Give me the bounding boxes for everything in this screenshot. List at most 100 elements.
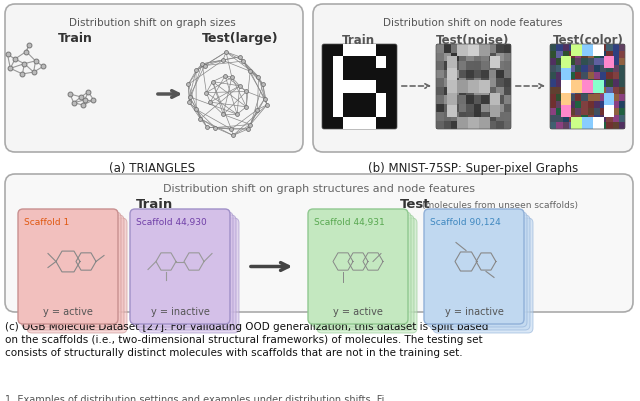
Bar <box>593 81 604 93</box>
Bar <box>436 96 444 104</box>
Text: y = inactive: y = inactive <box>445 306 504 316</box>
Bar <box>444 113 451 121</box>
Bar <box>550 109 556 115</box>
Bar <box>436 70 444 79</box>
Bar <box>581 109 588 115</box>
Bar <box>575 101 581 109</box>
Bar <box>481 87 488 96</box>
FancyBboxPatch shape <box>24 215 124 330</box>
Bar <box>569 52 575 59</box>
Bar <box>594 115 600 123</box>
Bar <box>436 104 444 113</box>
Bar <box>575 123 581 130</box>
Bar <box>600 45 606 52</box>
Bar <box>556 115 563 123</box>
Text: 1  Examples of distribution settings and examples under distribution shifts. Fi.: 1 Examples of distribution settings and … <box>5 394 394 401</box>
FancyBboxPatch shape <box>317 219 417 333</box>
Bar <box>550 87 556 94</box>
Bar <box>619 109 625 115</box>
Bar <box>606 87 612 94</box>
Bar <box>436 121 444 130</box>
Bar <box>376 105 387 117</box>
Bar <box>504 96 511 104</box>
Bar <box>458 70 466 79</box>
Bar <box>466 70 474 79</box>
Text: consists of structurally distinct molecules with scaffolds that are not in the t: consists of structurally distinct molecu… <box>5 347 463 357</box>
Bar <box>556 87 563 94</box>
Bar <box>556 80 563 87</box>
Bar <box>575 52 581 59</box>
Bar <box>481 121 488 130</box>
Bar <box>581 66 588 73</box>
Bar <box>619 94 625 101</box>
Bar <box>550 52 556 59</box>
Bar <box>594 80 600 87</box>
Bar <box>581 87 588 94</box>
Bar <box>563 123 569 130</box>
Bar <box>563 52 569 59</box>
Bar <box>504 62 511 70</box>
Bar <box>594 109 600 115</box>
Bar <box>479 81 490 93</box>
Bar <box>451 70 458 79</box>
Bar <box>569 73 575 80</box>
Bar <box>563 73 569 80</box>
Text: Train: Train <box>341 34 374 47</box>
Bar <box>481 45 488 53</box>
Bar <box>612 52 619 59</box>
Bar <box>466 104 474 113</box>
Bar <box>333 57 344 69</box>
Text: Distribution shift on graph structures and node features: Distribution shift on graph structures a… <box>163 184 475 194</box>
Bar <box>575 94 581 101</box>
Bar <box>333 69 344 81</box>
Bar <box>488 104 496 113</box>
Bar <box>504 104 511 113</box>
Bar <box>606 115 612 123</box>
FancyBboxPatch shape <box>136 215 236 330</box>
Bar <box>550 66 556 73</box>
FancyBboxPatch shape <box>433 219 533 333</box>
Bar <box>581 59 588 66</box>
Bar <box>365 117 376 130</box>
Bar <box>466 113 474 121</box>
Bar <box>604 93 614 105</box>
Bar <box>436 113 444 121</box>
Bar <box>458 81 468 93</box>
Bar <box>474 62 481 70</box>
Bar <box>600 80 606 87</box>
Bar <box>550 101 556 109</box>
Bar <box>600 66 606 73</box>
Bar <box>563 109 569 115</box>
Bar <box>561 69 572 81</box>
Bar <box>479 45 490 57</box>
Bar <box>474 96 481 104</box>
FancyBboxPatch shape <box>133 213 233 327</box>
FancyBboxPatch shape <box>5 5 303 153</box>
Bar <box>563 45 569 52</box>
Text: y = inactive: y = inactive <box>150 306 209 316</box>
Bar <box>488 87 496 96</box>
Bar <box>444 96 451 104</box>
Bar <box>490 105 500 117</box>
Bar <box>588 101 594 109</box>
Text: y = active: y = active <box>43 306 93 316</box>
Bar <box>504 53 511 62</box>
Bar <box>581 73 588 80</box>
Bar <box>481 79 488 87</box>
Bar <box>451 79 458 87</box>
FancyBboxPatch shape <box>130 209 230 324</box>
Bar <box>458 104 466 113</box>
Bar <box>354 81 365 93</box>
Bar <box>496 113 504 121</box>
Bar <box>444 121 451 130</box>
Bar <box>561 57 572 69</box>
Bar <box>496 121 504 130</box>
Bar <box>458 45 468 57</box>
Bar <box>600 94 606 101</box>
Bar <box>556 66 563 73</box>
Bar <box>458 87 466 96</box>
Bar <box>474 121 481 130</box>
Bar <box>490 57 500 69</box>
Bar <box>575 115 581 123</box>
Bar <box>600 101 606 109</box>
